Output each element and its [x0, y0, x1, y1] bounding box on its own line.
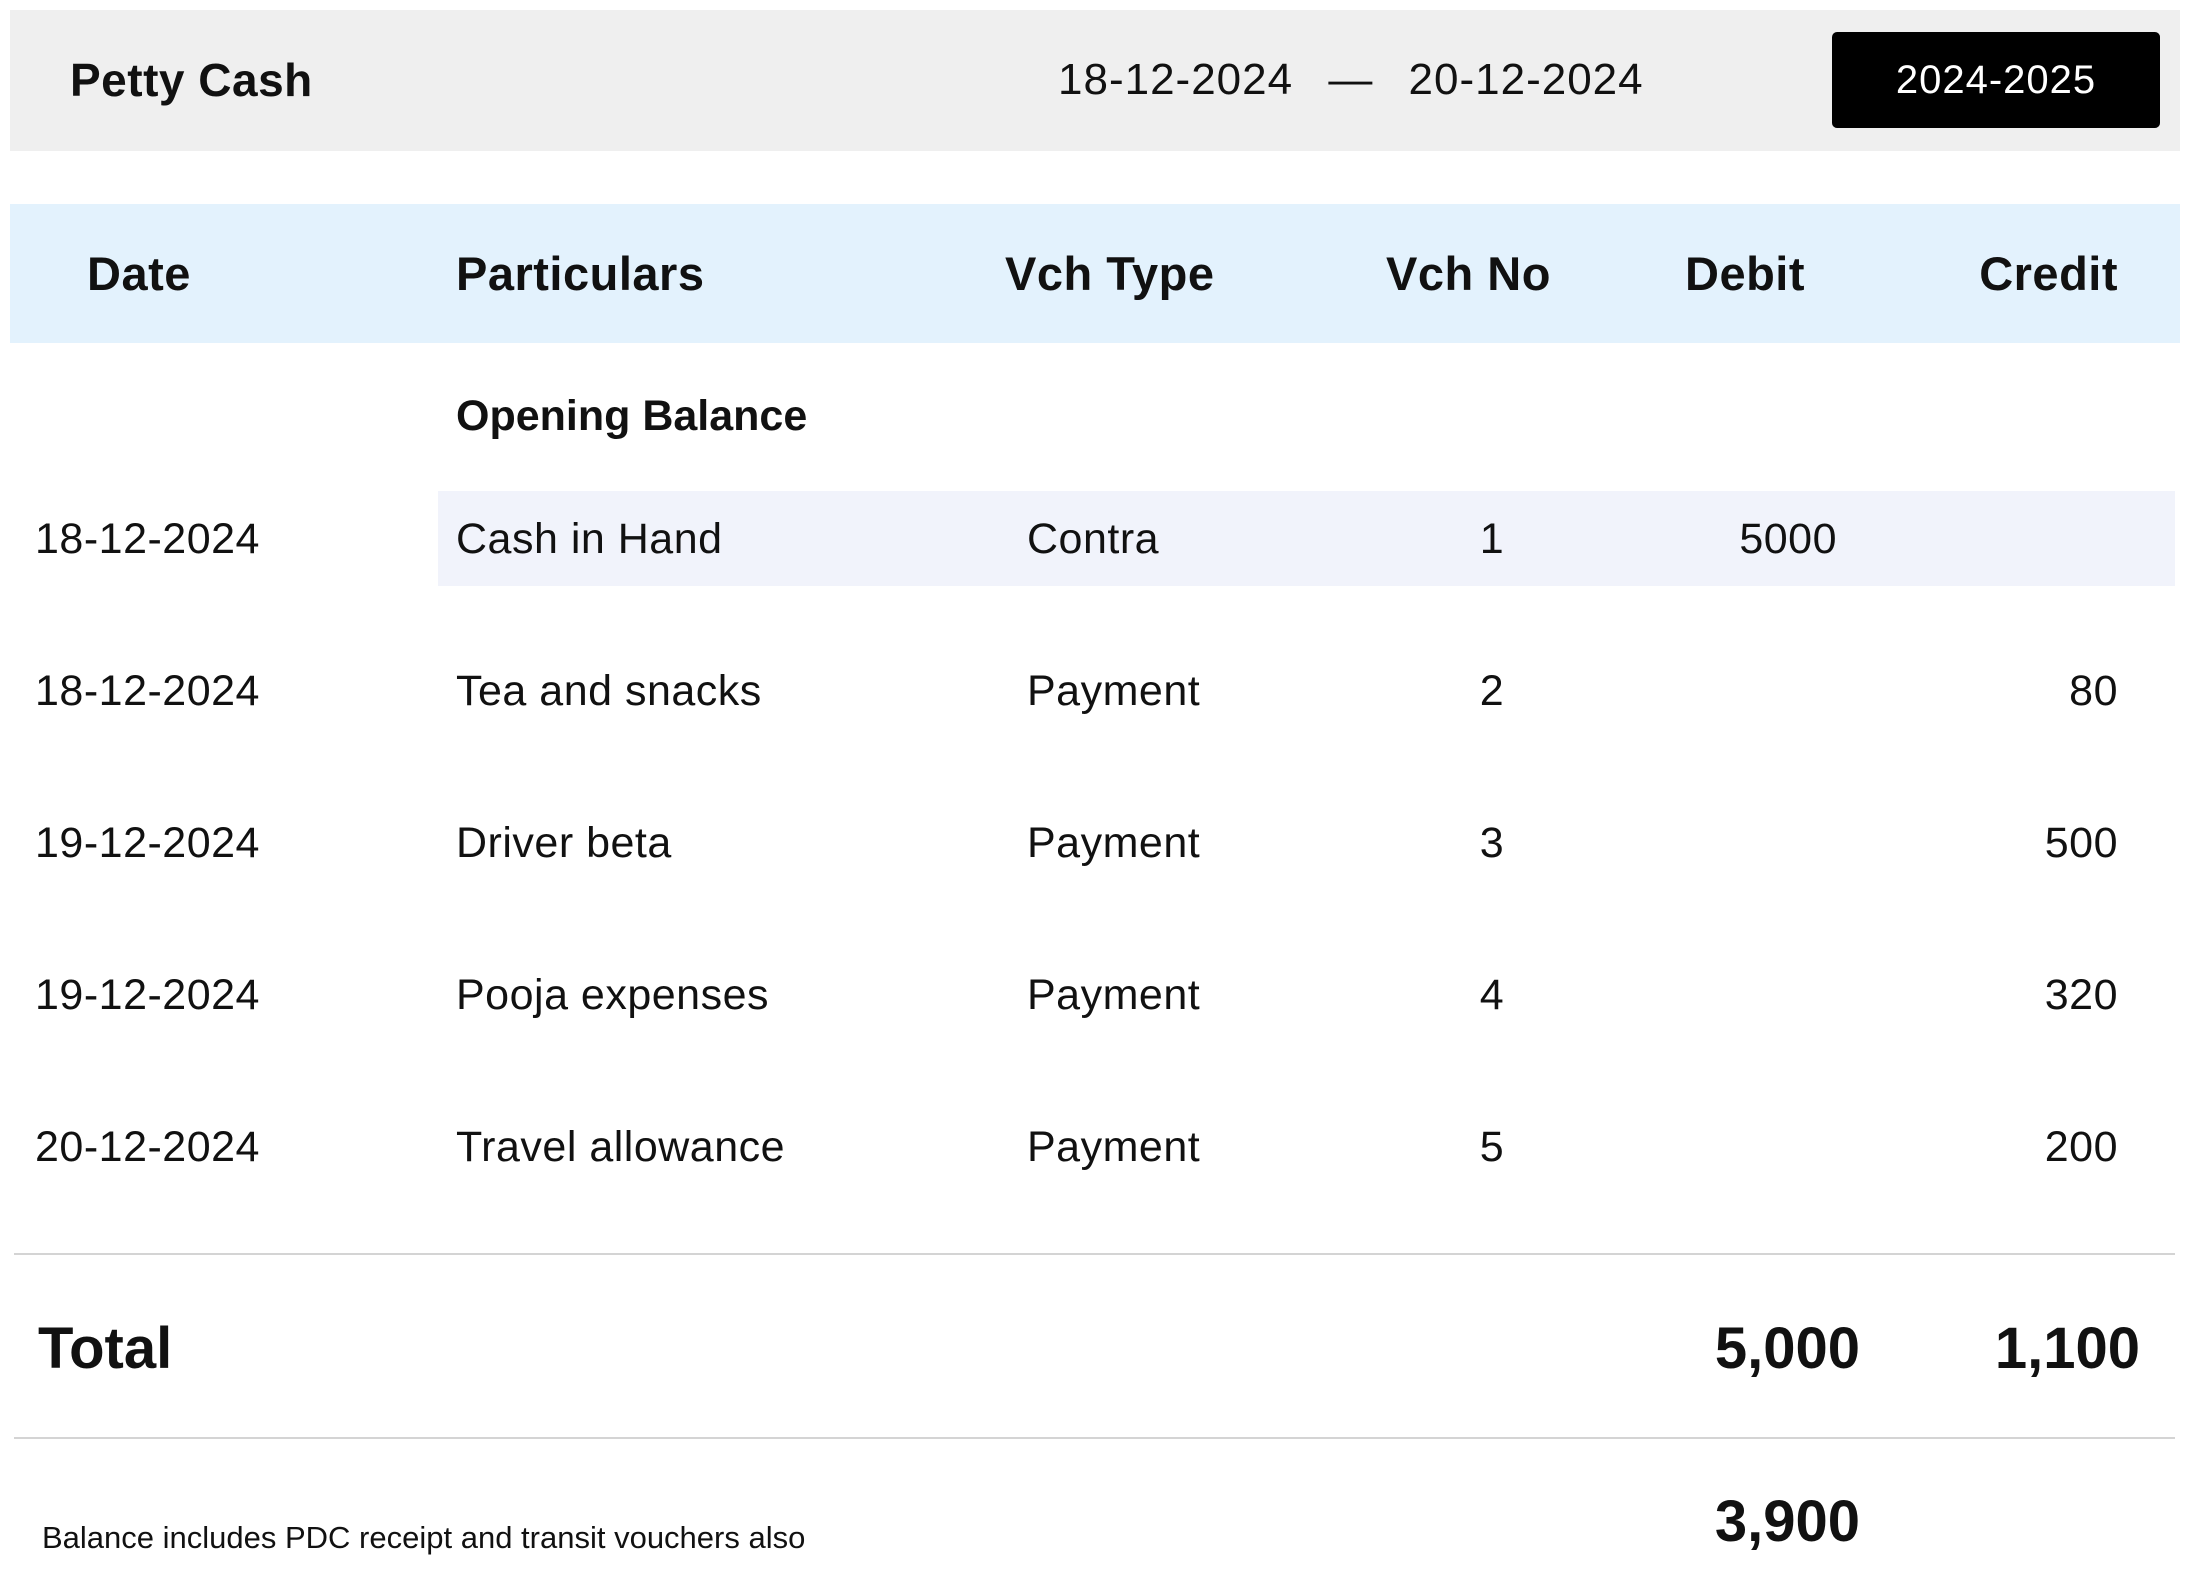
- date-separator: —: [1328, 55, 1374, 104]
- cell-vch-no: 3: [1479, 819, 1505, 867]
- cell-date: 19-12-2024: [35, 819, 260, 867]
- cell-date: 20-12-2024: [35, 1123, 260, 1171]
- report-header: [10, 10, 2180, 151]
- closing-balance: 3,900: [1714, 1489, 1860, 1554]
- table-header: [10, 204, 2180, 343]
- balance-note: Balance includes PDC receipt and transit…: [42, 1520, 806, 1555]
- cell-vch-no: 4: [1479, 971, 1505, 1019]
- date-to: 20-12-2024: [1408, 55, 1644, 104]
- column-header-vch-type: Vch Type: [1005, 247, 1215, 300]
- page-title: Petty Cash: [70, 54, 313, 106]
- cell-particulars: Driver beta: [456, 819, 672, 867]
- cell-particulars: Travel allowance: [456, 1123, 786, 1171]
- date-range[interactable]: 18-12-2024 — 20-12-2024: [1058, 52, 1644, 108]
- cell-vch-no: 2: [1479, 667, 1505, 715]
- column-header-date: Date: [87, 247, 191, 300]
- cell-vch-type: Payment: [1027, 667, 1201, 715]
- cell-date: 18-12-2024: [35, 515, 260, 563]
- cell-vch-type: Contra: [1027, 515, 1160, 563]
- cell-particulars: Cash in Hand: [456, 515, 723, 563]
- total-debit: 5,000: [1714, 1316, 1860, 1381]
- cell-vch-type: Payment: [1027, 1123, 1201, 1171]
- financial-year-button[interactable]: 2024-2025: [1832, 32, 2160, 128]
- column-header-debit: Debit: [1685, 247, 1805, 300]
- cell-particulars: Tea and snacks: [456, 667, 762, 715]
- cell-particulars: Pooja expenses: [456, 971, 769, 1019]
- cell-credit: 80: [2069, 667, 2118, 715]
- cell-credit: 500: [2044, 819, 2118, 867]
- divider: [14, 1253, 2175, 1255]
- cell-date: 18-12-2024: [35, 667, 260, 715]
- total-credit: 1,100: [1994, 1316, 2140, 1381]
- cell-vch-type: Payment: [1027, 819, 1201, 867]
- cell-credit: 320: [2044, 971, 2118, 1019]
- total-label: Total: [38, 1316, 173, 1381]
- column-header-credit: Credit: [1979, 247, 2118, 300]
- date-from: 18-12-2024: [1058, 55, 1294, 104]
- column-header-particulars: Particulars: [456, 247, 705, 300]
- cell-date: 19-12-2024: [35, 971, 260, 1019]
- cell-vch-type: Payment: [1027, 971, 1201, 1019]
- cell-credit: 200: [2044, 1123, 2118, 1171]
- column-header-vch-no: Vch No: [1386, 247, 1551, 300]
- cell-debit: 5000: [1739, 515, 1837, 563]
- opening-balance-label: Opening Balance: [456, 392, 808, 440]
- cell-vch-no: 5: [1479, 1123, 1505, 1171]
- cell-vch-no: 1: [1479, 515, 1505, 563]
- divider: [14, 1437, 2175, 1439]
- selected-row-highlight: [438, 491, 2175, 586]
